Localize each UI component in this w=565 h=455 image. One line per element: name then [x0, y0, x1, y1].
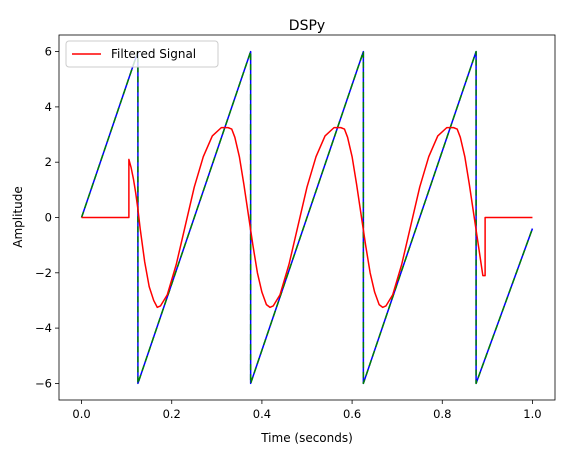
chart-title: DSPy: [289, 18, 325, 34]
series-line-1: [80, 50, 534, 385]
x-tick-label: 0.0: [72, 407, 90, 421]
x-tick-label: 0.6: [343, 407, 361, 421]
x-tick-label: 0.2: [163, 407, 181, 421]
y-tick-label: −6: [35, 376, 52, 390]
y-tick-label: 6: [45, 45, 52, 59]
y-tick-label: −4: [35, 321, 52, 335]
y-tick-label: 4: [45, 100, 52, 114]
x-axis: 0.0 0.2 0.4 0.6 0.8 1.0: [72, 400, 542, 421]
y-tick-label: 2: [45, 155, 52, 169]
series-line-2: [81, 126, 533, 309]
y-tick-label: 0: [45, 211, 52, 225]
plot-area: [80, 50, 534, 385]
x-axis-label: Time (seconds): [260, 431, 353, 445]
series-layer: [80, 50, 534, 385]
y-axis-label: Amplitude: [11, 186, 25, 248]
x-tick-label: 0.4: [253, 407, 271, 421]
x-tick-label: 1.0: [523, 407, 541, 421]
legend-box: [65, 40, 219, 68]
y-axis: −6 −4 −2 0 2 4 6: [35, 45, 59, 390]
legend: Filtered Signal: [65, 40, 219, 68]
legend-entry-label: Filtered Signal: [111, 47, 196, 61]
x-tick-label: 0.8: [433, 407, 451, 421]
y-tick-label: −2: [35, 266, 52, 280]
